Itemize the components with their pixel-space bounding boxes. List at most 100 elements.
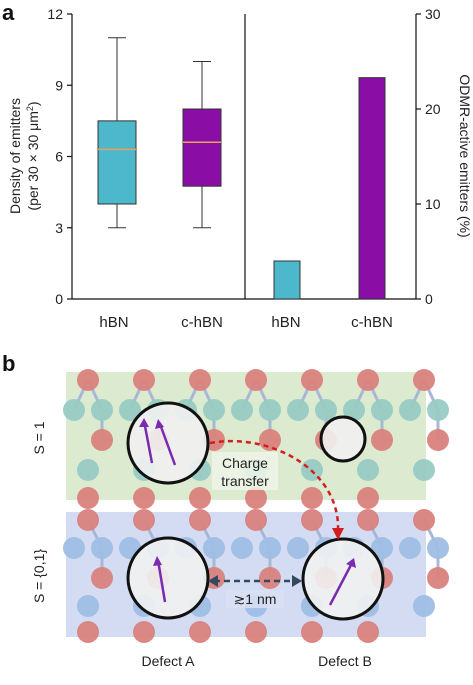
lattice-atom [287, 537, 309, 559]
spin-arrow-2-head [155, 419, 164, 429]
lattice-atom [63, 537, 85, 559]
charge-transfer-arrow [209, 439, 340, 531]
lattice-atom [189, 621, 211, 643]
defect-circle-bottom-left-ring [126, 536, 210, 620]
left-axis-label: Density of emitters (per 30 × 30 μm2) [7, 98, 41, 214]
lattice-atom [189, 509, 211, 531]
lattice-atom [77, 509, 99, 531]
defect-b-label: Defect B [318, 653, 372, 669]
charge-transfer-label-line1: Charge [222, 455, 268, 471]
lattice-atom [301, 621, 323, 643]
lattice-atom [427, 567, 449, 589]
category-label-hbn-bar: hBN [271, 314, 300, 331]
lattice-atom [231, 537, 253, 559]
lattice-atom [259, 537, 281, 559]
lattice-atom [343, 399, 365, 421]
lattice-atom [301, 369, 323, 391]
distance-arrow-right-head [292, 575, 302, 587]
lattice-atom [259, 429, 281, 451]
lattice-atom [91, 399, 113, 421]
spin-arrow-1-head [139, 418, 149, 427]
lattice-atom [91, 537, 113, 559]
right-axis-label-text: ODMR-active emitters (%) [457, 74, 473, 237]
lattice-atom [287, 399, 309, 421]
charge-transfer-label-bg [212, 452, 278, 490]
right-axis-label: ODMR-active emitters (%) [457, 74, 473, 237]
left-tick-label: 6 [55, 149, 63, 165]
left-tick-label: 9 [55, 77, 63, 93]
distance-label: ≳1 nm [234, 591, 277, 607]
left-axis-label-line1: Density of emitters [7, 98, 23, 214]
bar-chart-group [273, 77, 386, 300]
lattice-atom [413, 369, 435, 391]
right-tick-label: 30 [425, 6, 441, 22]
lattice-atom [77, 487, 99, 509]
lattice-atom [259, 399, 281, 421]
lattice-atom [427, 429, 449, 451]
spin-arrow-2 [158, 423, 177, 466]
right-tick-label: 10 [425, 196, 441, 212]
lattice-atom [245, 369, 267, 391]
lattice-atom [203, 399, 225, 421]
box-hbn [97, 37, 137, 229]
spin-arrow-3-head [153, 556, 162, 566]
box-plot-group [97, 37, 222, 229]
lattice-atom [231, 399, 253, 421]
lattice-atom [371, 429, 393, 451]
lattice-atom [203, 537, 225, 559]
left-axis-label-line2: (per 30 × 30 μm2) [25, 101, 41, 210]
tick-labels: 0 3 6 9 12 0 10 20 30 [47, 6, 440, 307]
spin-label-bottom-text: S = {0,1} [31, 549, 47, 603]
box-chbn [182, 61, 222, 229]
lattice-atom [91, 567, 113, 589]
lattice-atom [399, 537, 421, 559]
spin-label-bottom: S = {0,1} [31, 549, 47, 603]
defect-a-label: Defect A [142, 653, 196, 669]
lattice-atom [399, 399, 421, 421]
charge-transfer-arrow-head [332, 528, 344, 540]
lattice-atom [413, 595, 435, 617]
lattice-atom [427, 537, 449, 559]
category-label-hbn-box: hBN [99, 314, 128, 331]
lattice-atom [189, 487, 211, 509]
lattice-atom [245, 509, 267, 531]
lattice-atom [119, 399, 141, 421]
spin-arrow-4 [328, 562, 354, 606]
lattice-atom [189, 369, 211, 391]
lattice-atom [133, 621, 155, 643]
lattice-atom [371, 537, 393, 559]
lattice-atom [357, 621, 379, 643]
spin-label-top-text: S = 1 [31, 421, 47, 454]
defect-circle-bottom-left [126, 536, 210, 620]
lattice-atom [357, 369, 379, 391]
lattice-atom [357, 509, 379, 531]
distance-arrow-left-head [208, 575, 218, 587]
defect-circle-top-right-ring [319, 415, 367, 463]
lattice-atom [77, 621, 99, 643]
lattice-atom [413, 509, 435, 531]
bar-hbn [273, 260, 301, 300]
category-label-chbn-bar: c-hBN [351, 314, 393, 331]
panel-b-label: b [2, 351, 15, 376]
lattice-atom [371, 399, 393, 421]
lattice-atom [315, 399, 337, 421]
left-axis-label-line2-main: (per 30 × 30 μm [25, 111, 41, 211]
lattice-atom [357, 487, 379, 509]
lattice-atom [357, 459, 379, 481]
spin-arrow-4-head [346, 558, 356, 568]
lattice-atom [133, 509, 155, 531]
lattice-atom [301, 509, 323, 531]
spin-label-top: S = 1 [31, 421, 47, 454]
spin-arrow-3 [156, 559, 167, 603]
bar-chbn [358, 77, 386, 300]
lattice-atom [77, 459, 99, 481]
spin-arrow-1 [142, 420, 154, 464]
category-label-chbn-box: c-hBN [181, 314, 223, 331]
defect-circle-bottom-right [301, 537, 385, 621]
distance-label-bg [226, 590, 284, 608]
lattice-atom [301, 487, 323, 509]
lattice-atom [413, 459, 435, 481]
box-iqr [182, 108, 222, 187]
lattice-atom [245, 621, 267, 643]
